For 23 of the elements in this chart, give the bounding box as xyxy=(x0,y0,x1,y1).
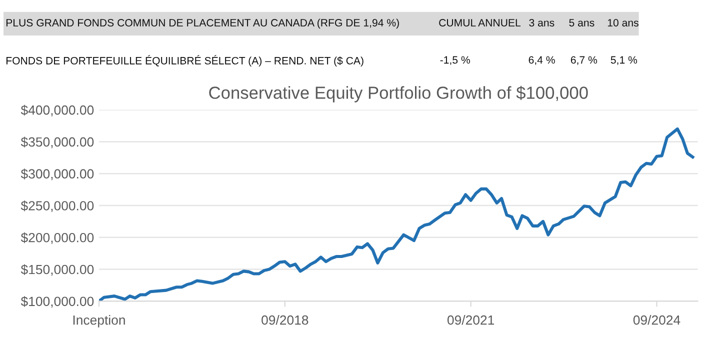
text: CUMUL ANNUEL xyxy=(439,19,521,26)
text: 3 ans xyxy=(529,19,554,26)
y-tick-label: $200,000.00 xyxy=(20,232,94,244)
chart-title: Conservative Equity Portfolio Growth of $100,000 xyxy=(209,86,588,102)
text: PLUS GRAND FONDS COMMUN DE PLACEMENT AU CANADA (RFG DE 1,94 %) xyxy=(6,18,399,29)
y-tick-label: $300,000.00 xyxy=(20,168,94,180)
x-tick-label: 09/2021 xyxy=(447,315,494,325)
text: -1,5 % xyxy=(440,56,470,65)
text: 5,1 % xyxy=(610,56,638,65)
text: 5 ans xyxy=(569,19,594,26)
text: 6,7 % xyxy=(570,56,598,65)
y-tick-label: $350,000.00 xyxy=(20,136,94,148)
text: 6,4 % xyxy=(528,56,555,65)
y-tick-label: $400,000.00 xyxy=(20,104,94,116)
y-tick-label: $100,000.00 xyxy=(20,296,94,308)
x-tick-label: 09/2018 xyxy=(262,315,308,325)
y-tick-label: $150,000.00 xyxy=(20,264,94,276)
line-series xyxy=(98,127,694,302)
y-tick-label: $250,000.00 xyxy=(20,200,94,212)
x-tick-label: 09/2024 xyxy=(633,315,680,325)
text: 10 ans xyxy=(608,19,638,26)
text: FONDS DE PORTEFEUILLE ÉQUILIBRÉ SÉLECT (A) – REND. NET ($ CA) xyxy=(6,55,364,67)
x-tick-label: Inception xyxy=(73,315,125,328)
